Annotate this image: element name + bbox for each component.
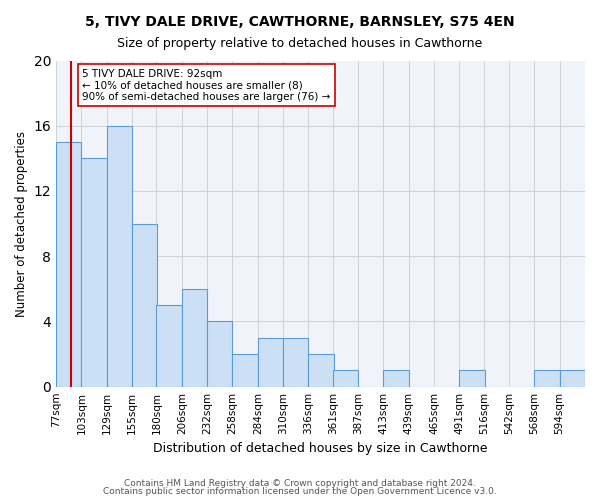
Text: 5, TIVY DALE DRIVE, CAWTHORNE, BARNSLEY, S75 4EN: 5, TIVY DALE DRIVE, CAWTHORNE, BARNSLEY,… xyxy=(85,15,515,29)
Text: Contains public sector information licensed under the Open Government Licence v3: Contains public sector information licen… xyxy=(103,487,497,496)
Bar xyxy=(460,370,485,386)
Bar xyxy=(308,354,334,386)
Bar xyxy=(56,142,82,386)
Bar xyxy=(157,305,182,386)
Bar xyxy=(182,289,207,386)
Bar xyxy=(207,322,232,386)
Bar xyxy=(258,338,283,386)
Bar xyxy=(383,370,409,386)
Bar xyxy=(107,126,132,386)
Bar xyxy=(560,370,585,386)
Bar xyxy=(283,338,308,386)
Text: Size of property relative to detached houses in Cawthorne: Size of property relative to detached ho… xyxy=(118,38,482,51)
Bar xyxy=(82,158,107,386)
Y-axis label: Number of detached properties: Number of detached properties xyxy=(15,130,28,316)
Text: Contains HM Land Registry data © Crown copyright and database right 2024.: Contains HM Land Registry data © Crown c… xyxy=(124,478,476,488)
Bar xyxy=(232,354,258,386)
Text: 5 TIVY DALE DRIVE: 92sqm
← 10% of detached houses are smaller (8)
90% of semi-de: 5 TIVY DALE DRIVE: 92sqm ← 10% of detach… xyxy=(82,68,331,102)
Bar xyxy=(535,370,560,386)
X-axis label: Distribution of detached houses by size in Cawthorne: Distribution of detached houses by size … xyxy=(154,442,488,455)
Bar xyxy=(333,370,358,386)
Bar xyxy=(132,224,157,386)
